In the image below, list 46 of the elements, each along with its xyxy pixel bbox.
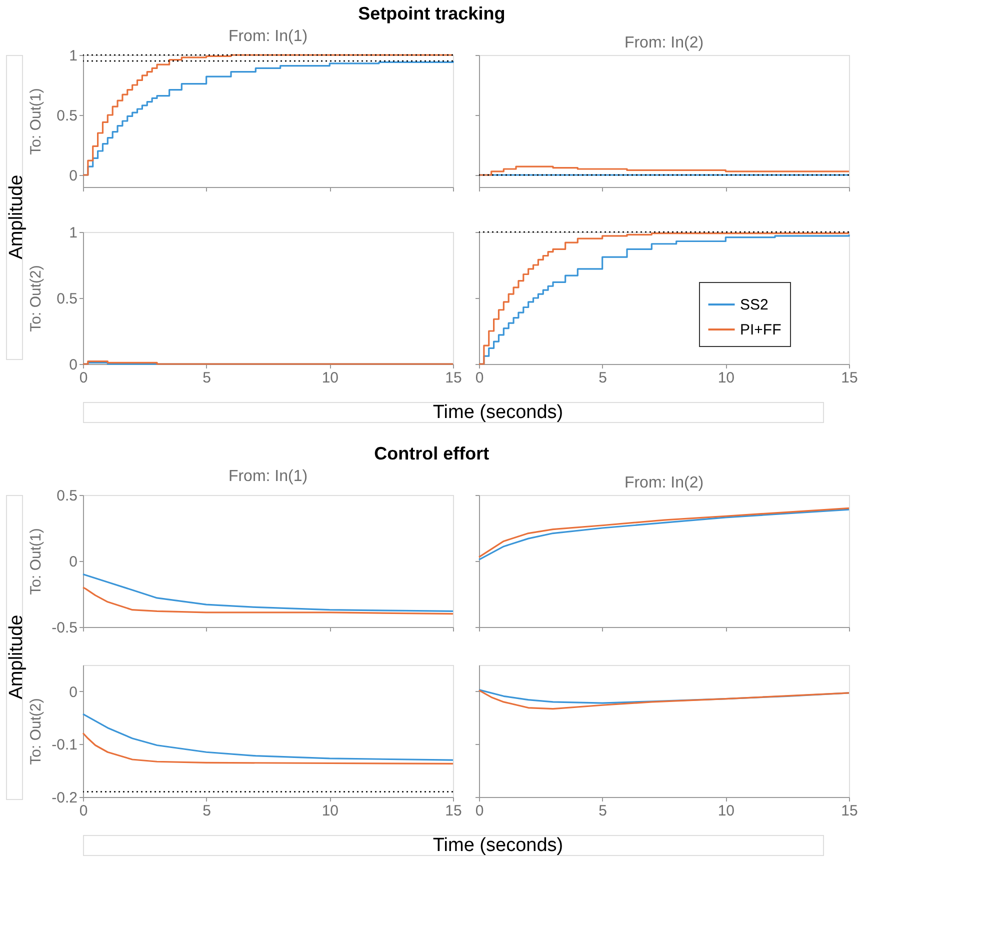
y-tick-label: 0.5 [56,290,78,308]
y-axis-title: To: Out(1) [28,88,44,155]
legend-label: PI+FF [740,322,782,338]
x-tick-label: 5 [598,802,608,820]
chart-title: Control effort [374,444,490,464]
line-series [82,586,454,615]
line-series [82,573,454,612]
x-tick-label: 10 [718,802,735,820]
x-tick-label: 5 [598,370,608,386]
x-tick-label: 15 [445,370,462,386]
line-series [82,713,454,761]
y-tick-label: 0 [69,356,78,374]
y-axis-title: To: Out(1) [28,528,44,595]
x-tick-label: 15 [841,370,858,386]
y-tick-label: -0.5 [52,620,78,636]
x-tick-label: 10 [718,370,735,386]
x-axis-title: Time (seconds) [432,402,564,423]
x-tick-label: 0 [475,802,484,820]
y-tick-label: -0.2 [52,790,78,806]
legend-label: SS2 [740,296,768,314]
x-tick-label: 5 [202,370,212,386]
x-tick-label: 5 [202,802,212,820]
x-tick-label: 0 [475,370,484,386]
x-tick-label: 10 [322,370,339,386]
y-tick-label: 1 [69,224,78,242]
line-series [82,732,454,765]
chart-subtitle: From: In(2) [624,34,704,52]
chart-subtitle: From: In(2) [624,474,704,492]
chart-subtitle: From: In(1) [228,468,308,485]
y-tick-label: 0 [69,554,78,570]
x-tick-label: 15 [445,802,462,820]
y-tick-label: 0 [69,684,78,701]
y-axis-title: To: Out(2) [28,698,44,765]
y-axis-title: To: Out(2) [28,265,44,332]
chart-title: Setpoint tracking [358,4,506,24]
chart-subtitle: From: In(1) [228,28,308,45]
text: Amplitude [6,614,27,700]
x-tick-label: 15 [841,802,858,820]
y-tick-label: 1 [69,48,78,64]
y-tick-label: -0.1 [52,736,78,754]
x-tick-label: 10 [322,802,339,820]
x-axis-title: Time (seconds) [432,835,564,856]
y-tick-label: 0.5 [56,488,78,504]
y-tick-label: 0.5 [56,108,78,124]
y-tick-label: 0 [69,168,78,184]
text: Amplitude [6,174,27,260]
